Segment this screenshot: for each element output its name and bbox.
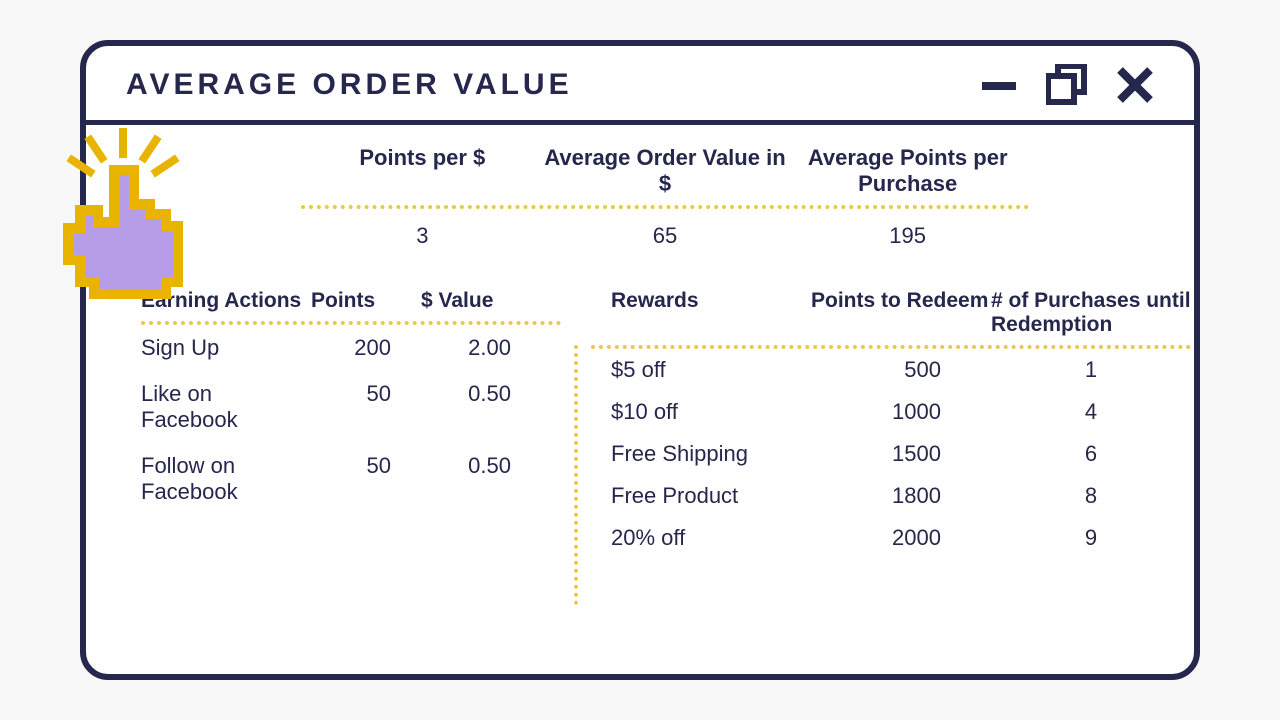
summary-value: 65 [544,223,787,249]
vertical-separator-wrap [561,289,591,605]
titlebar: AVERAGE ORDER VALUE [86,46,1194,125]
earning-value: 0.50 [421,381,541,433]
reward-purchases: 1 [991,357,1191,383]
table-row: Like on Facebook500.50 [141,371,561,443]
reward-name: Free Product [591,483,811,509]
reward-name: 20% off [591,525,811,551]
earning-value: 2.00 [421,335,541,361]
reward-points: 2000 [811,525,991,551]
reward-points: 1800 [811,483,991,509]
table-row: Free Product18008 [591,475,1191,517]
earning-header: $ Value [421,289,541,313]
close-icon[interactable] [1116,66,1154,104]
earning-action: Sign Up [141,335,311,361]
reward-purchases: 6 [991,441,1191,467]
earning-action: Follow on Facebook [141,453,311,505]
window-title: AVERAGE ORDER VALUE [126,68,573,102]
vertical-separator [574,345,578,605]
reward-points: 1500 [811,441,991,467]
rewards-header: # of Purchases until Redemption [991,289,1191,337]
summary-header: Average Points per Purchase [786,145,1029,197]
summary-value: 3 [301,223,544,249]
content-area: Points per $ Average Order Value in $ Av… [86,125,1194,605]
reward-points: 1000 [811,399,991,425]
table-row: Sign Up2002.00 [141,325,561,371]
table-row: $10 off10004 [591,391,1191,433]
rewards-header: Points to Redeem [811,289,991,337]
earning-value: 0.50 [421,453,541,505]
bottom-tables: Earning Actions Points $ Value Sign Up20… [141,289,1139,605]
pointer-cursor-icon [28,126,218,316]
reward-name: $10 off [591,399,811,425]
table-row: 20% off20009 [591,517,1191,559]
summary-value-row: 3 65 195 [301,209,1029,273]
earning-header: Points [311,289,421,313]
reward-purchases: 4 [991,399,1191,425]
table-row: Free Shipping15006 [591,433,1191,475]
summary-header: Average Order Value in $ [544,145,787,197]
earning-table: Earning Actions Points $ Value Sign Up20… [141,289,561,605]
summary-header: Points per $ [301,145,544,197]
table-row: Follow on Facebook500.50 [141,443,561,515]
window: AVERAGE ORDER VALUE Points per [80,40,1200,680]
summary-value: 195 [786,223,1029,249]
rewards-header: Rewards [591,289,811,337]
earning-rows: Sign Up2002.00Like on Facebook500.50Foll… [141,325,561,515]
earning-action: Like on Facebook [141,381,311,433]
table-row: $5 off5001 [591,349,1191,391]
reward-points: 500 [811,357,991,383]
reward-rows: $5 off5001$10 off10004Free Shipping15006… [591,349,1191,559]
earning-points: 200 [311,335,421,361]
rewards-table: Rewards Points to Redeem # of Purchases … [591,289,1191,605]
reward-purchases: 8 [991,483,1191,509]
reward-purchases: 9 [991,525,1191,551]
earning-points: 50 [311,453,421,505]
reward-name: $5 off [591,357,811,383]
reward-name: Free Shipping [591,441,811,467]
summary-header-row: Points per $ Average Order Value in $ Av… [301,145,1029,209]
window-controls [980,64,1154,106]
minimize-icon[interactable] [980,66,1018,104]
summary-table: Points per $ Average Order Value in $ Av… [301,145,1029,273]
maximize-icon[interactable] [1046,64,1088,106]
rewards-header-row: Rewards Points to Redeem # of Purchases … [591,289,1191,345]
earning-points: 50 [311,381,421,433]
